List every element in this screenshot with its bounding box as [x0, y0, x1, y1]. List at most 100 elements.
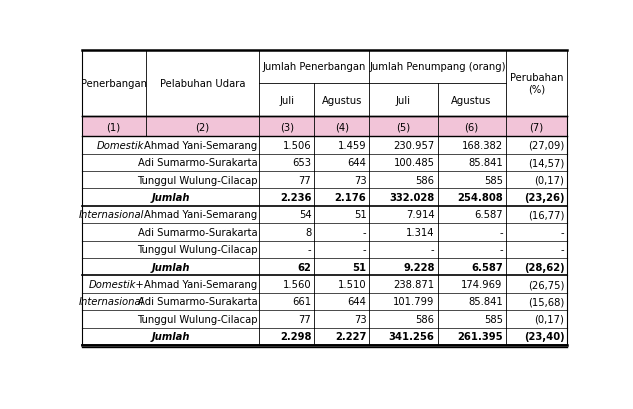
Text: Jumlah Penumpang (orang): Jumlah Penumpang (orang): [369, 62, 506, 72]
Text: 261.395: 261.395: [457, 331, 503, 342]
Text: Domestik: Domestik: [97, 141, 144, 151]
Text: (23,40): (23,40): [523, 331, 564, 342]
Bar: [82, 137, 567, 154]
Text: Jumlah: Jumlah: [151, 331, 190, 342]
Text: 62: 62: [298, 262, 311, 272]
Bar: [82, 154, 567, 171]
Text: 73: 73: [354, 175, 367, 185]
Text: 254.808: 254.808: [457, 193, 503, 202]
Text: 168.382: 168.382: [461, 141, 503, 151]
Bar: [82, 84, 567, 117]
Text: 174.969: 174.969: [461, 279, 503, 289]
Text: 2.236: 2.236: [280, 193, 311, 202]
Text: 238.871: 238.871: [394, 279, 435, 289]
Text: 73: 73: [354, 314, 367, 324]
Bar: [82, 117, 567, 137]
Text: Ahmad Yani-Semarang: Ahmad Yani-Semarang: [144, 279, 257, 289]
Bar: [82, 310, 567, 328]
Text: -: -: [363, 245, 367, 255]
Text: Juli: Juli: [279, 96, 294, 106]
Text: -: -: [499, 227, 503, 237]
Text: 6.587: 6.587: [471, 262, 503, 272]
Text: (4): (4): [335, 122, 349, 132]
Text: 2.176: 2.176: [335, 193, 367, 202]
Text: (0,17): (0,17): [534, 314, 564, 324]
Text: 1.510: 1.510: [338, 279, 367, 289]
Bar: [82, 224, 567, 241]
Text: Juli: Juli: [396, 96, 411, 106]
Text: (26,75): (26,75): [528, 279, 564, 289]
Text: Tunggul Wulung-Cilacap: Tunggul Wulung-Cilacap: [137, 245, 257, 255]
Text: (28,62): (28,62): [523, 262, 564, 272]
Text: 77: 77: [299, 314, 311, 324]
Text: 7.914: 7.914: [406, 210, 435, 220]
Text: Pelabuhan Udara: Pelabuhan Udara: [160, 79, 245, 89]
Text: Adi Sumarmo-Surakarta: Adi Sumarmo-Surakarta: [137, 158, 257, 168]
Text: 332.028: 332.028: [389, 193, 435, 202]
Text: 644: 644: [348, 297, 367, 307]
Text: Tunggul Wulung-Cilacap: Tunggul Wulung-Cilacap: [137, 175, 257, 185]
Text: 230.957: 230.957: [393, 141, 435, 151]
Text: Perubahan
(%): Perubahan (%): [510, 73, 563, 95]
Text: -: -: [308, 245, 311, 255]
Text: (14,57): (14,57): [528, 158, 564, 168]
Text: Ahmad Yani-Semarang: Ahmad Yani-Semarang: [144, 210, 257, 220]
Text: 653: 653: [292, 158, 311, 168]
Bar: [82, 276, 567, 293]
Text: 585: 585: [484, 314, 503, 324]
Text: 1.459: 1.459: [338, 141, 367, 151]
Text: 54: 54: [299, 210, 311, 220]
Bar: [82, 206, 567, 224]
Text: 77: 77: [299, 175, 311, 185]
Text: (2): (2): [196, 122, 210, 132]
Text: Internasional: Internasional: [78, 297, 144, 307]
Text: Ahmad Yani-Semarang: Ahmad Yani-Semarang: [144, 141, 257, 151]
Text: 585: 585: [484, 175, 503, 185]
Text: (1): (1): [106, 122, 121, 132]
Text: 6.587: 6.587: [474, 210, 503, 220]
Bar: [82, 258, 567, 276]
Text: Jumlah: Jumlah: [151, 193, 190, 202]
Text: Penerbangan: Penerbangan: [80, 79, 147, 89]
Text: -: -: [561, 227, 564, 237]
Text: 51: 51: [353, 262, 367, 272]
Text: 1.506: 1.506: [283, 141, 311, 151]
Bar: [82, 241, 567, 258]
Text: (23,26): (23,26): [523, 193, 564, 202]
Text: 8: 8: [305, 227, 311, 237]
Text: 85.841: 85.841: [468, 158, 503, 168]
Text: Agustus: Agustus: [322, 96, 362, 106]
Text: Agustus: Agustus: [451, 96, 492, 106]
Text: Adi Sumarmo-Surakarta: Adi Sumarmo-Surakarta: [137, 227, 257, 237]
Text: (16,77): (16,77): [528, 210, 564, 220]
Bar: [82, 328, 567, 345]
Text: (27,09): (27,09): [528, 141, 564, 151]
Text: 9.228: 9.228: [403, 262, 435, 272]
Text: -: -: [431, 245, 435, 255]
Text: 51: 51: [354, 210, 367, 220]
Text: 100.485: 100.485: [394, 158, 435, 168]
Text: 644: 644: [348, 158, 367, 168]
Text: (15,68): (15,68): [528, 297, 564, 307]
Text: 2.298: 2.298: [280, 331, 311, 342]
Text: 1.314: 1.314: [406, 227, 435, 237]
Text: Internasional: Internasional: [78, 210, 144, 220]
Text: 101.799: 101.799: [393, 297, 435, 307]
Text: Jumlah Penerbangan: Jumlah Penerbangan: [263, 62, 366, 72]
Text: 1.560: 1.560: [283, 279, 311, 289]
Text: (0,17): (0,17): [534, 175, 564, 185]
Text: (3): (3): [280, 122, 294, 132]
Text: -: -: [363, 227, 367, 237]
Text: -: -: [561, 245, 564, 255]
Text: 341.256: 341.256: [389, 331, 435, 342]
Bar: [82, 51, 567, 84]
Text: Adi Sumarmo-Surakarta: Adi Sumarmo-Surakarta: [137, 297, 257, 307]
Text: 586: 586: [416, 175, 435, 185]
Text: (5): (5): [396, 122, 411, 132]
Text: (6): (6): [465, 122, 479, 132]
Text: (7): (7): [529, 122, 544, 132]
Text: 85.841: 85.841: [468, 297, 503, 307]
Bar: [82, 189, 567, 206]
Text: 2.227: 2.227: [335, 331, 367, 342]
Text: 586: 586: [416, 314, 435, 324]
